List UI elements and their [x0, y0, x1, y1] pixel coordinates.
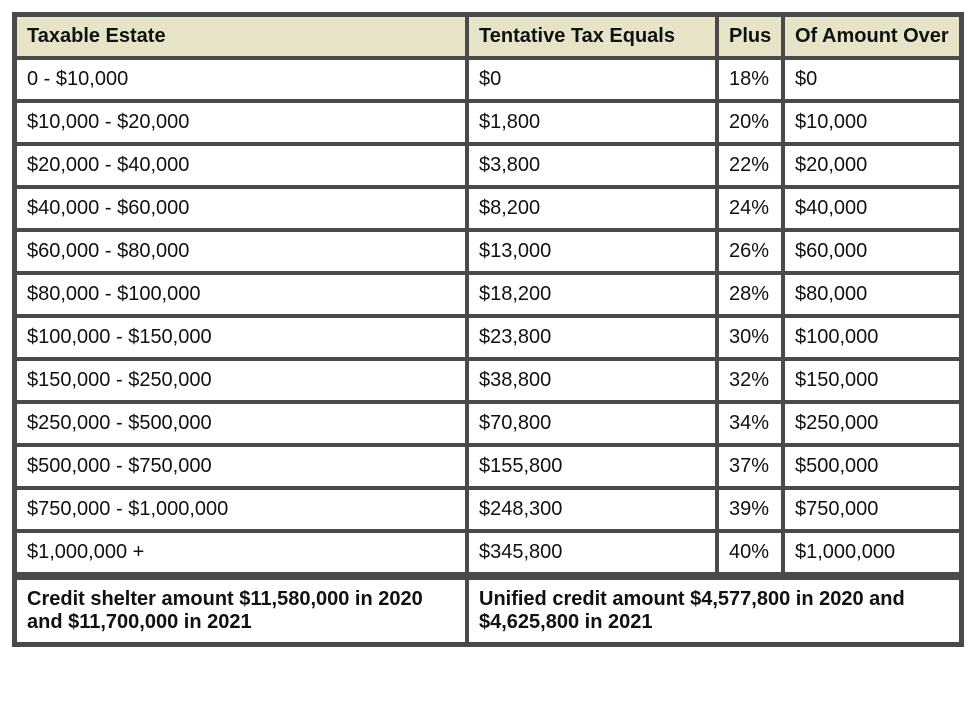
cell: $23,800: [467, 316, 717, 359]
cell: 26%: [717, 230, 783, 273]
footer-credit-shelter: Credit shelter amount $11,580,000 in 202…: [15, 578, 467, 644]
table-header: Taxable Estate Tentative Tax Equals Plus…: [15, 15, 961, 58]
cell: $60,000: [783, 230, 961, 273]
cell: $18,200: [467, 273, 717, 316]
cell: $250,000 - $500,000: [15, 402, 467, 445]
table-row: $100,000 - $150,000$23,80030%$100,000: [15, 316, 961, 359]
cell: $150,000: [783, 359, 961, 402]
cell: $248,300: [467, 488, 717, 531]
cell: 20%: [717, 101, 783, 144]
table-row: $80,000 - $100,000$18,20028%$80,000: [15, 273, 961, 316]
cell: $155,800: [467, 445, 717, 488]
cell: $750,000 - $1,000,000: [15, 488, 467, 531]
cell: $1,800: [467, 101, 717, 144]
cell: 32%: [717, 359, 783, 402]
table-footer: Credit shelter amount $11,580,000 in 202…: [15, 574, 961, 644]
table-row: $40,000 - $60,000$8,20024%$40,000: [15, 187, 961, 230]
table-row: $1,000,000 +$345,80040%$1,000,000: [15, 531, 961, 574]
cell: $500,000: [783, 445, 961, 488]
table-row: $250,000 - $500,000$70,80034%$250,000: [15, 402, 961, 445]
col-header-tentative-tax: Tentative Tax Equals: [467, 15, 717, 58]
cell: $1,000,000 +: [15, 531, 467, 574]
cell: 39%: [717, 488, 783, 531]
table-row: $150,000 - $250,000$38,80032%$150,000: [15, 359, 961, 402]
cell: $3,800: [467, 144, 717, 187]
cell: 24%: [717, 187, 783, 230]
cell: $750,000: [783, 488, 961, 531]
cell: $20,000 - $40,000: [15, 144, 467, 187]
cell: $0: [783, 58, 961, 101]
cell: 37%: [717, 445, 783, 488]
cell: $20,000: [783, 144, 961, 187]
cell: $0: [467, 58, 717, 101]
cell: $13,000: [467, 230, 717, 273]
cell: $1,000,000: [783, 531, 961, 574]
table-row: $10,000 - $20,000$1,80020%$10,000: [15, 101, 961, 144]
table-body: 0 - $10,000$018%$0$10,000 - $20,000$1,80…: [15, 58, 961, 574]
cell: $100,000: [783, 316, 961, 359]
cell: 0 - $10,000: [15, 58, 467, 101]
table-row: $500,000 - $750,000$155,80037%$500,000: [15, 445, 961, 488]
cell: $150,000 - $250,000: [15, 359, 467, 402]
cell: $8,200: [467, 187, 717, 230]
cell: $10,000 - $20,000: [15, 101, 467, 144]
footer-unified-credit: Unified credit amount $4,577,800 in 2020…: [467, 578, 961, 644]
col-header-amount-over: Of Amount Over: [783, 15, 961, 58]
table-row: $20,000 - $40,000$3,80022%$20,000: [15, 144, 961, 187]
table-row: $60,000 - $80,000$13,00026%$60,000: [15, 230, 961, 273]
cell: $40,000: [783, 187, 961, 230]
cell: $500,000 - $750,000: [15, 445, 467, 488]
cell: $60,000 - $80,000: [15, 230, 467, 273]
cell: 34%: [717, 402, 783, 445]
cell: 40%: [717, 531, 783, 574]
cell: $80,000 - $100,000: [15, 273, 467, 316]
cell: $10,000: [783, 101, 961, 144]
cell: $250,000: [783, 402, 961, 445]
cell: 18%: [717, 58, 783, 101]
table-row: $750,000 - $1,000,000$248,30039%$750,000: [15, 488, 961, 531]
cell: $80,000: [783, 273, 961, 316]
table-row: 0 - $10,000$018%$0: [15, 58, 961, 101]
cell: $345,800: [467, 531, 717, 574]
cell: $70,800: [467, 402, 717, 445]
col-header-taxable-estate: Taxable Estate: [15, 15, 467, 58]
estate-tax-table: Taxable Estate Tentative Tax Equals Plus…: [12, 12, 964, 647]
col-header-plus: Plus: [717, 15, 783, 58]
cell: $40,000 - $60,000: [15, 187, 467, 230]
cell: $100,000 - $150,000: [15, 316, 467, 359]
cell: 22%: [717, 144, 783, 187]
cell: 30%: [717, 316, 783, 359]
cell: $38,800: [467, 359, 717, 402]
cell: 28%: [717, 273, 783, 316]
